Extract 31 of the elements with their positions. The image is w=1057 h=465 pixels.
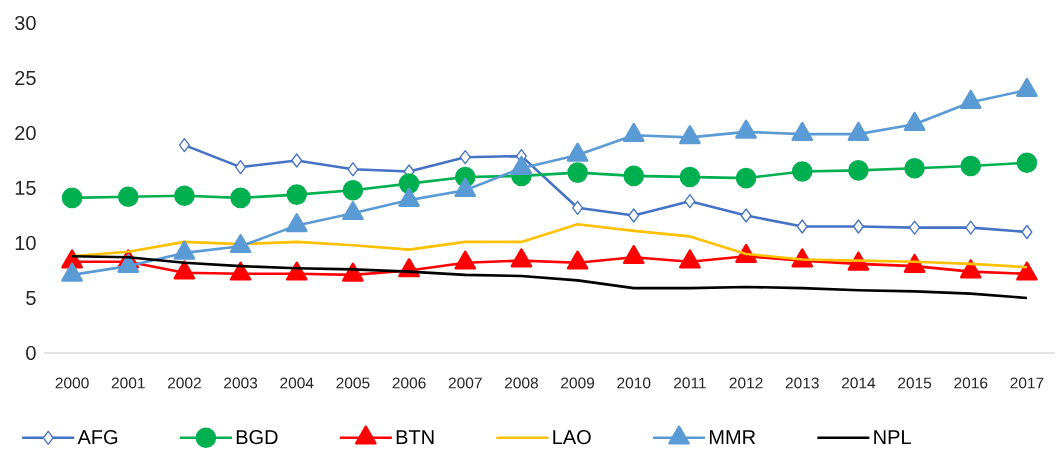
x-tick-label: 2004 [280, 377, 314, 389]
x-tick-label: 2001 [111, 377, 145, 389]
x-tick-label: 2013 [785, 377, 819, 389]
x-tick-label: 2006 [392, 377, 426, 389]
legend-label: MMR [709, 430, 756, 444]
x-tick-label: 2012 [729, 377, 763, 389]
legend-label: LAO [553, 430, 591, 445]
x-tick-label: 2007 [448, 377, 482, 389]
legend-label: NPL [874, 430, 911, 444]
x-tick-label: 2010 [617, 377, 651, 389]
x-tick-label: 2000 [55, 377, 89, 389]
y-tick-label: 5 [26, 291, 36, 305]
x-tick-label: 2011 [674, 377, 706, 389]
y-tick-label: 30 [15, 15, 36, 31]
y-tick-label: 10 [15, 235, 36, 251]
x-tick-label: 2017 [1010, 377, 1044, 389]
x-tick-label: 2016 [954, 377, 988, 389]
x-tick-label: 2014 [841, 377, 876, 389]
x-tick-label: 2005 [336, 377, 370, 389]
x-tick-label: 2003 [224, 377, 258, 389]
x-tick-label: 2015 [898, 377, 932, 389]
x-tick-label: 2002 [167, 377, 201, 389]
legend-label: AFG [77, 430, 118, 445]
y-tick-label: 15 [15, 181, 36, 195]
y-tick-label: 25 [15, 70, 36, 86]
legend-label: BTN [396, 430, 434, 444]
x-tick-label: 2008 [504, 377, 538, 389]
y-tick-label: 20 [15, 125, 36, 141]
y-tick-label: 0 [26, 345, 36, 361]
x-tick-label: 2009 [561, 377, 595, 389]
legend-label: BGD [236, 430, 278, 445]
